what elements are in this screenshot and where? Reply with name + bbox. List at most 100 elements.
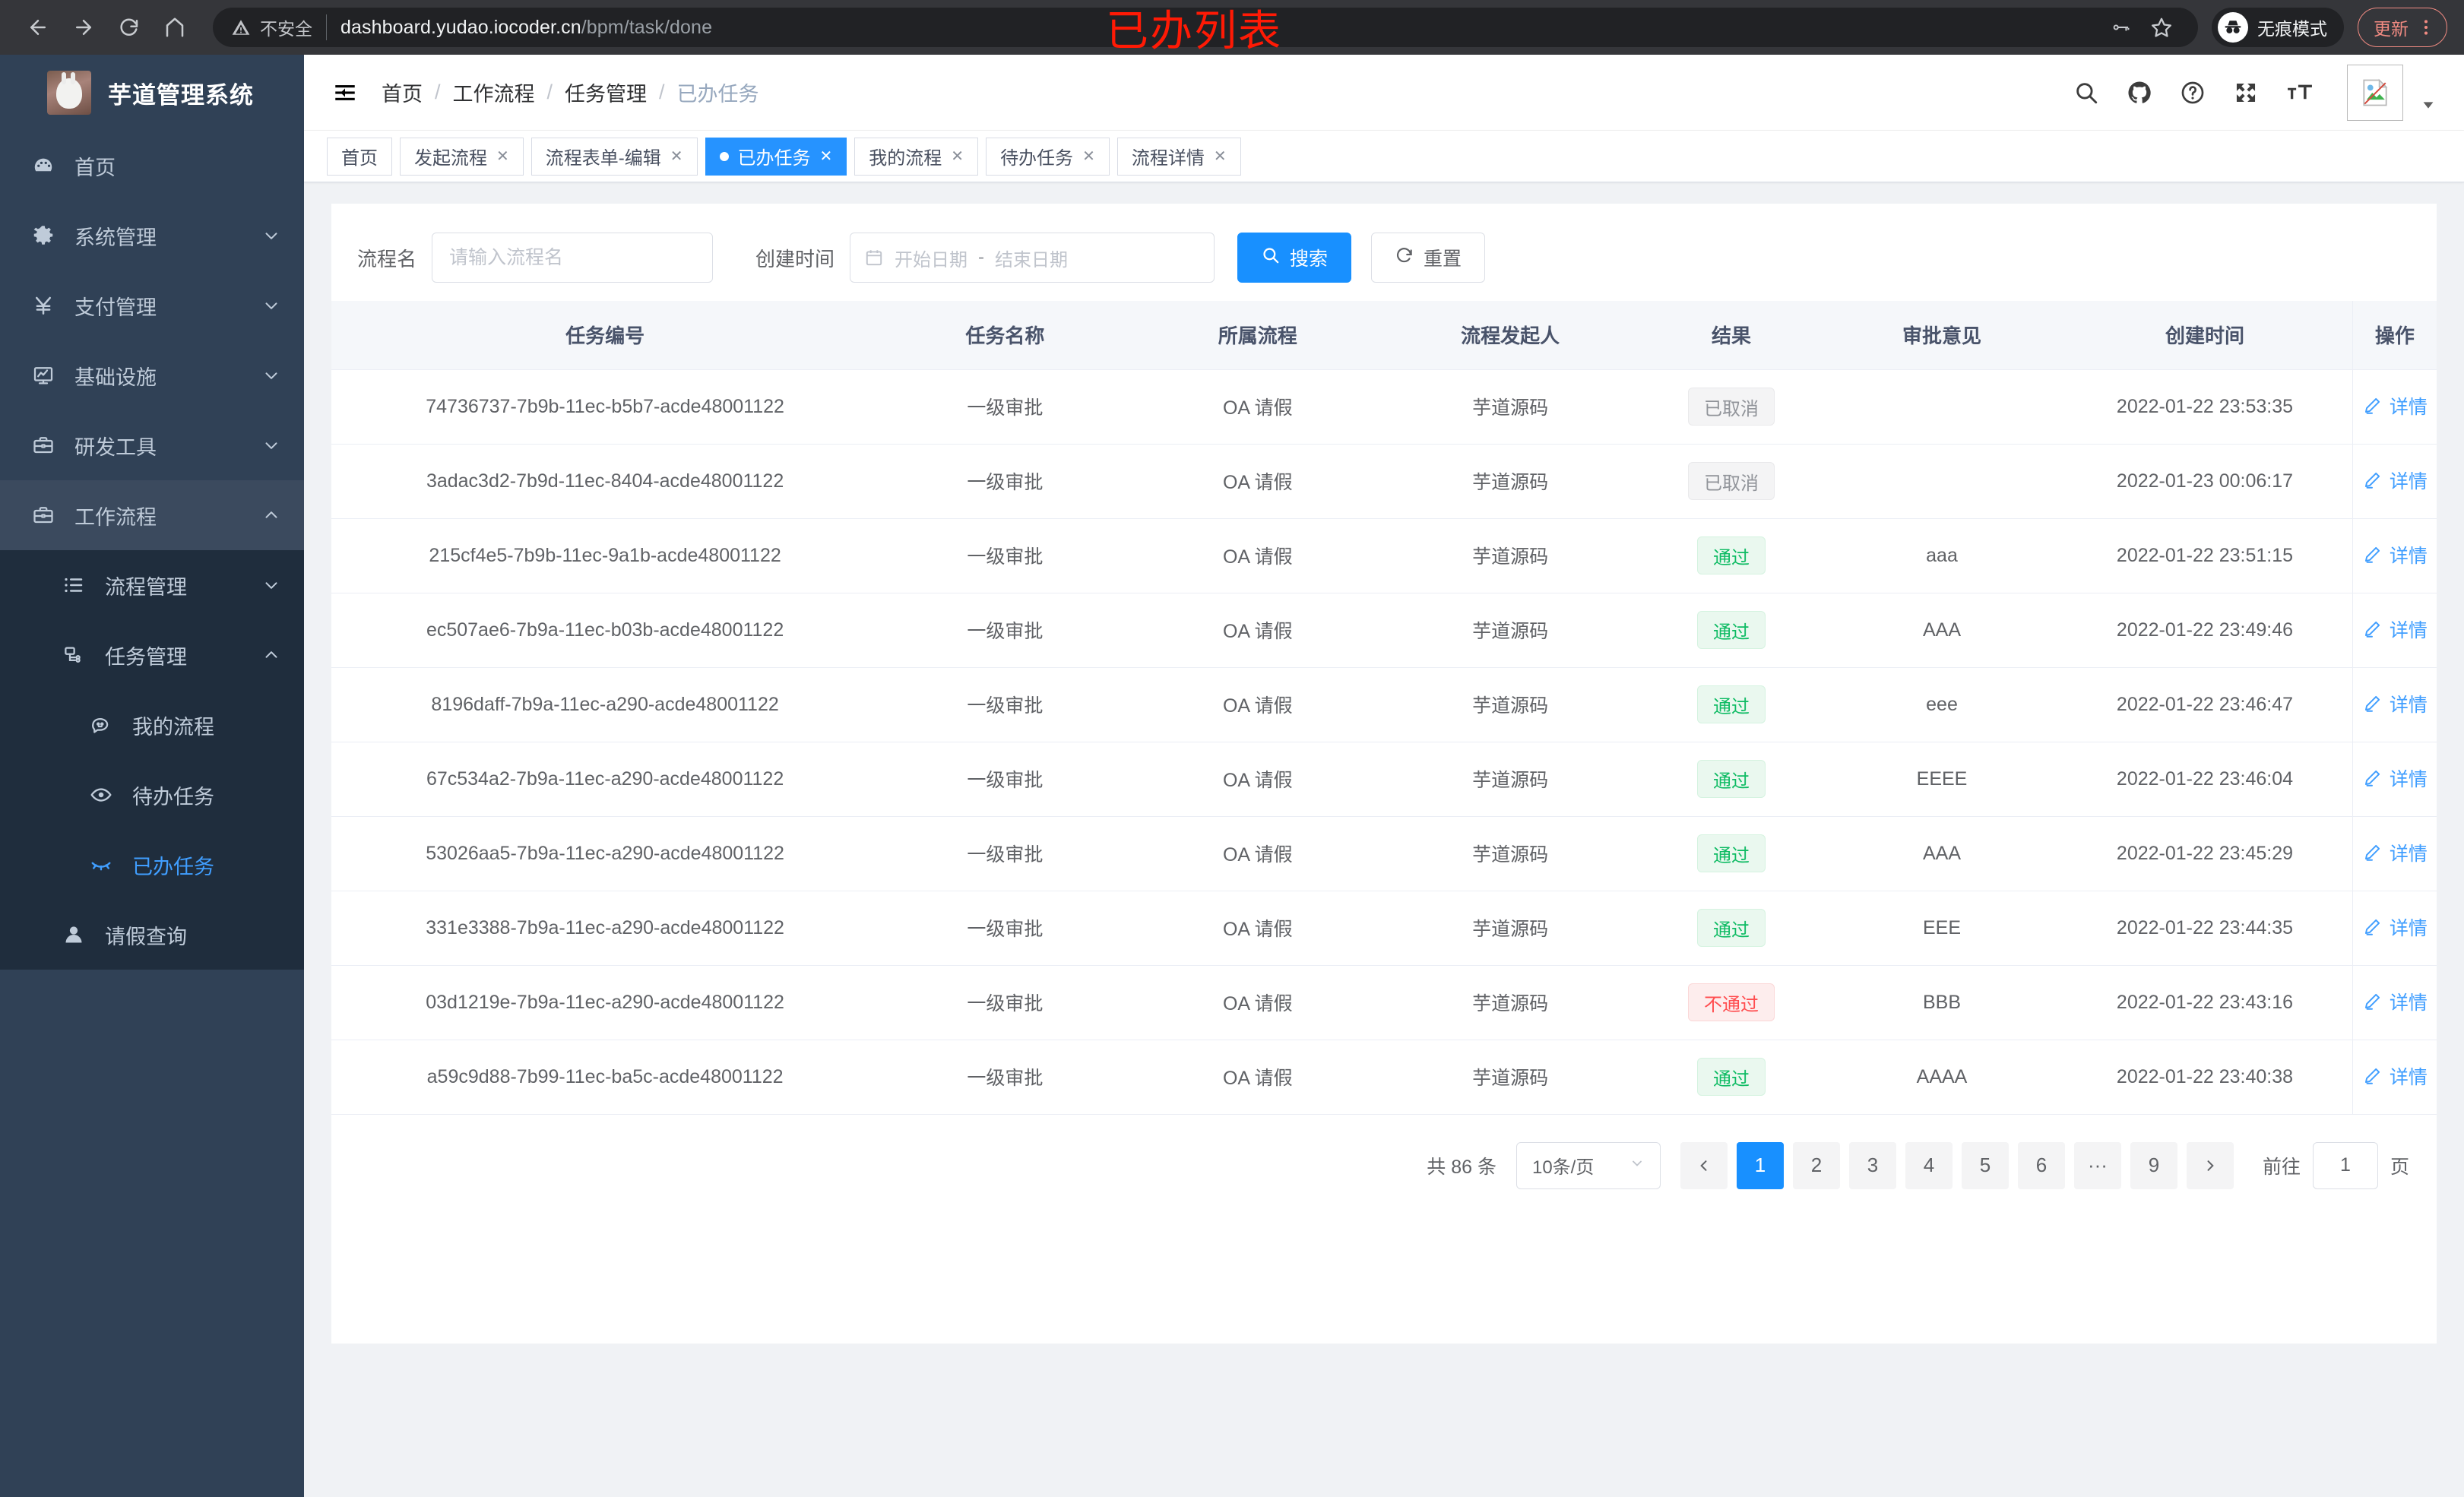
bookmark-star-icon[interactable] <box>2143 9 2180 46</box>
sidebar-item-9[interactable]: 待办任务 <box>0 760 304 830</box>
cell-task-name: 一级审批 <box>879 369 1132 445</box>
sidebar-item-7[interactable]: 任务管理 <box>0 620 304 690</box>
page-number-button[interactable]: 5 <box>1961 1141 2009 1189</box>
detail-link[interactable]: 详情 <box>2362 467 2428 494</box>
password-key-icon[interactable] <box>2102 9 2139 46</box>
detail-link[interactable]: 详情 <box>2362 690 2428 717</box>
page-number-button[interactable]: 3 <box>1848 1141 1896 1189</box>
active-tab-dot-icon <box>719 151 729 161</box>
logo-image <box>47 71 91 115</box>
detail-link-label: 详情 <box>2389 918 2428 939</box>
page-number-button[interactable]: 4 <box>1905 1141 1953 1189</box>
process-name-input[interactable] <box>432 233 714 283</box>
task-table: 任务编号 任务名称 所属流程 流程发起人 结果 审批意见 创建时间 操作 74736737-7… <box>331 301 2437 1115</box>
tab-0[interactable]: 首页 <box>327 137 392 176</box>
caret-down-icon[interactable] <box>2420 97 2437 113</box>
breadcrumb-item[interactable]: 工作流程 <box>452 83 535 106</box>
github-icon[interactable] <box>2127 80 2152 106</box>
cell-process: OA 请假 <box>1131 891 1384 966</box>
sidebar-item-10[interactable]: 已办任务 <box>0 830 304 900</box>
detail-link[interactable]: 详情 <box>2362 913 2428 941</box>
help-icon[interactable] <box>2180 80 2206 106</box>
sidebar-item-6[interactable]: 流程管理 <box>0 550 304 620</box>
cell-operation: 详情 <box>2352 518 2437 593</box>
detail-link[interactable]: 详情 <box>2362 541 2428 568</box>
tab-close-icon[interactable]: ✕ <box>951 147 964 165</box>
tab-close-icon[interactable]: ✕ <box>670 147 683 165</box>
sidebar-item-label: 支付管理 <box>74 296 157 319</box>
sidebar-item-label: 首页 <box>74 156 116 179</box>
tab-label: 流程详情 <box>1131 148 1205 169</box>
reset-button[interactable]: 重置 <box>1371 233 1486 283</box>
tab-5[interactable]: 待办任务 ✕ <box>986 137 1110 176</box>
tab-label: 待办任务 <box>1000 148 1074 169</box>
page-number-button[interactable]: 2 <box>1792 1141 1840 1189</box>
detail-link[interactable]: 详情 <box>2362 1062 2428 1090</box>
tab-close-icon[interactable]: ✕ <box>819 147 833 165</box>
cell-task-name: 一级审批 <box>879 518 1132 593</box>
update-label: 更新 <box>2374 19 2409 39</box>
detail-link[interactable]: 详情 <box>2362 839 2428 866</box>
cell-comment: EEE <box>1826 891 2058 966</box>
cell-created-time: 2022-01-22 23:46:04 <box>2057 742 2353 817</box>
cell-task-name: 一级审批 <box>879 444 1132 519</box>
tab-close-icon[interactable]: ✕ <box>1082 147 1095 165</box>
cell-task-name: 一级审批 <box>879 965 1132 1040</box>
sidebar-item-3[interactable]: 基础设施 <box>0 340 304 410</box>
breadcrumb-item[interactable]: 首页 <box>382 83 423 106</box>
tab-1[interactable]: 发起流程 ✕ <box>400 137 524 176</box>
sidebar-item-5[interactable]: 工作流程 <box>0 480 304 550</box>
task-card: 流程名 创建时间 开始日期 - 结束日期 <box>331 204 2437 1344</box>
tab-close-icon[interactable]: ✕ <box>496 147 509 165</box>
sidebar-item-11[interactable]: 请假查询 <box>0 900 304 970</box>
sidebar-item-label: 研发工具 <box>74 435 157 459</box>
search-icon[interactable] <box>2073 80 2099 106</box>
tab-6[interactable]: 流程详情 ✕ <box>1116 137 1241 176</box>
date-range-picker[interactable]: 开始日期 - 结束日期 <box>850 233 1215 283</box>
page-number-button[interactable]: 9 <box>2130 1141 2177 1189</box>
detail-link[interactable]: 详情 <box>2362 988 2428 1015</box>
sidebar-logo[interactable]: 芋道管理系统 <box>0 55 304 131</box>
sidebar-item-0[interactable]: 首页 <box>0 131 304 201</box>
detail-link[interactable]: 详情 <box>2362 764 2428 792</box>
cell-result: 通过 <box>1636 891 1826 966</box>
prev-page-button[interactable] <box>1680 1141 1728 1189</box>
home-icon[interactable] <box>154 6 196 49</box>
cell-operation: 详情 <box>2352 444 2437 519</box>
tab-3[interactable]: 已办任务 ✕ <box>705 137 847 176</box>
sidebar-item-8[interactable]: 我的流程 <box>0 690 304 760</box>
calendar-icon <box>864 248 884 267</box>
cell-comment: AAA <box>1826 816 2058 891</box>
cell-result: 通过 <box>1636 518 1826 593</box>
tab-2[interactable]: 流程表单-编辑 ✕ <box>530 137 698 176</box>
hamburger-icon[interactable] <box>328 76 362 109</box>
breadcrumb-item[interactable]: 任务管理 <box>565 83 648 106</box>
sidebar-item-2[interactable]: 支付管理 <box>0 271 304 340</box>
font-size-icon[interactable] <box>2286 80 2314 106</box>
page-number-button[interactable]: 6 <box>2017 1141 2065 1189</box>
search-button[interactable]: 搜索 <box>1237 233 1352 283</box>
page-size-select[interactable]: 10条/页 <box>1515 1141 1661 1189</box>
incognito-mode-chip[interactable]: 无痕模式 <box>2212 8 2344 47</box>
reload-icon[interactable] <box>108 6 150 49</box>
next-page-button[interactable] <box>2186 1141 2234 1189</box>
update-button[interactable]: 更新 <box>2358 8 2447 47</box>
tab-close-icon[interactable]: ✕ <box>1213 147 1227 165</box>
page-number-button[interactable]: 1 <box>1736 1141 1784 1189</box>
cell-result: 通过 <box>1636 593 1826 668</box>
page-number-button[interactable]: ··· <box>2073 1141 2121 1189</box>
address-bar[interactable]: 不安全 dashboard.yudao.iocoder.cn/bpm/task/… <box>213 8 2198 47</box>
tab-4[interactable]: 我的流程 ✕ <box>854 137 979 176</box>
detail-link[interactable]: 详情 <box>2362 616 2428 643</box>
chrome-menu-icon[interactable] <box>2416 17 2436 37</box>
sidebar-menu: 首页系统管理支付管理基础设施研发工具工作流程 流程管理 任务管理 我的流程 待办任务 已办… <box>0 131 304 970</box>
jump-page-input[interactable] <box>2312 1141 2378 1189</box>
forward-arrow-icon[interactable] <box>62 6 105 49</box>
avatar[interactable] <box>2347 64 2403 121</box>
sidebar-item-1[interactable]: 系统管理 <box>0 201 304 271</box>
back-arrow-icon[interactable] <box>17 6 59 49</box>
fullscreen-icon[interactable] <box>2233 80 2259 106</box>
detail-link[interactable]: 详情 <box>2362 392 2428 419</box>
cell-process: OA 请假 <box>1131 816 1384 891</box>
sidebar-item-4[interactable]: 研发工具 <box>0 410 304 480</box>
